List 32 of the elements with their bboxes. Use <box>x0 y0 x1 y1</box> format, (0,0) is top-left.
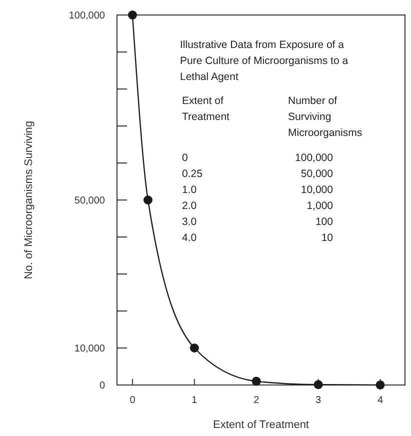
annotation: Illustrative Data from Exposure of a Pure Culture of Microorganisms to a Lethal Agent <box>180 39 348 83</box>
x-tick-label: 3 <box>316 395 322 406</box>
annotation: 2.0 <box>182 200 197 212</box>
annotation: Number of Surviving Microorganisms <box>288 95 362 139</box>
annotation: Extent of Treatment <box>182 95 230 123</box>
annotation: 1.0 <box>182 184 197 196</box>
annotation: 4.0 <box>182 232 197 244</box>
annotation: 0 <box>182 152 188 164</box>
x-axis-title: Extent of Treatment <box>213 419 309 431</box>
text: 100,000 <box>295 152 333 164</box>
text: 10,000 <box>300 184 333 196</box>
x-tick-label: 4 <box>377 395 384 406</box>
annotation: 3.0 <box>182 216 197 228</box>
x-tick-label: 2 <box>254 395 260 406</box>
annotation: 0.25 <box>182 168 203 180</box>
y-tick-label: 0 <box>99 380 106 392</box>
text: 100 <box>315 216 333 228</box>
text: 1,000 <box>306 200 333 212</box>
text: 50,000 <box>300 168 333 180</box>
point <box>314 380 323 390</box>
y-axis-title: No. of Microorganisms Surviving <box>23 120 35 280</box>
y-tick-label: 10,000 <box>74 344 106 354</box>
y-tick-label: 50,000 <box>74 196 106 206</box>
y-tick-label: 100,000 <box>68 10 106 22</box>
point <box>376 380 385 390</box>
point <box>143 196 152 204</box>
text: 10 <box>321 232 333 244</box>
point <box>252 376 261 386</box>
point <box>190 344 199 352</box>
x-tick-label: 1 <box>192 395 198 406</box>
x-tick-label: 0 <box>130 395 136 406</box>
point <box>128 10 137 20</box>
